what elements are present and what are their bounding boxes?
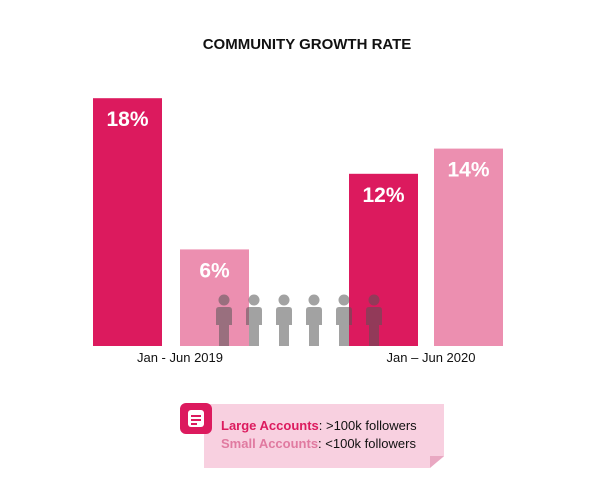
bar — [93, 98, 162, 346]
legend-item-small: Small Accounts: <100k followers — [221, 436, 416, 451]
legend-desc: : <100k followers — [318, 436, 416, 451]
legend-name: Large Accounts — [221, 418, 319, 433]
chart-title: COMMUNITY GROWTH RATE — [202, 36, 412, 53]
bar — [349, 173, 418, 346]
legend — [204, 404, 444, 468]
bar — [434, 148, 503, 346]
person-icon — [336, 294, 352, 346]
data-label: 6% — [199, 259, 230, 282]
data-label: 14% — [447, 159, 489, 182]
legend-desc: : >100k followers — [318, 418, 417, 433]
data-label: 12% — [362, 184, 404, 207]
person-icon — [306, 294, 322, 346]
data-label: 18% — [106, 108, 148, 131]
person-icon — [216, 294, 232, 346]
bar — [180, 249, 249, 346]
x-tick-label: Jan - Jun 2019 — [136, 350, 223, 365]
legend-item-large: Large Accounts: >100k followers — [221, 418, 417, 433]
person-icon — [276, 294, 292, 346]
legend-name: Small Accounts — [221, 436, 319, 451]
person-icon — [366, 294, 382, 346]
note-icon — [180, 403, 212, 434]
x-tick-label: Jan – Jun 2020 — [386, 350, 476, 365]
person-icon — [246, 294, 262, 346]
